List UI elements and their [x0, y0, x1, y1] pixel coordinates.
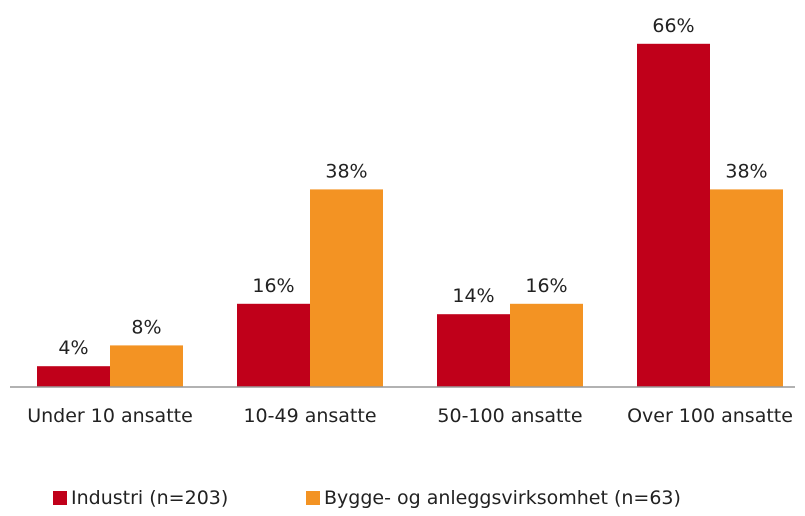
bar [110, 345, 183, 387]
legend-swatch [53, 491, 67, 505]
value-label: 14% [452, 285, 494, 307]
legend-swatch [306, 491, 320, 505]
x-tick-label: 50-100 ansatte [437, 405, 583, 427]
value-label: 66% [652, 15, 694, 37]
value-label: 16% [252, 275, 294, 297]
legend-item: Bygge- og anleggsvirksomhet (n=63) [306, 487, 681, 509]
bar [510, 303, 583, 387]
bar [437, 314, 510, 387]
x-tick-label: Over 100 ansatte [627, 405, 793, 427]
x-tick-label: Under 10 ansatte [27, 405, 193, 427]
value-label: 4% [58, 337, 88, 359]
value-label: 8% [131, 316, 161, 338]
bar [37, 366, 110, 387]
x-tick-label: 10-49 ansatte [243, 405, 377, 427]
bar [237, 303, 310, 387]
bar [310, 189, 383, 387]
bar [710, 189, 783, 387]
value-label: 16% [525, 275, 567, 297]
bar [637, 43, 710, 388]
legend-label: Industri (n=203) [71, 487, 229, 509]
value-label: 38% [725, 160, 767, 182]
legend-label: Bygge- og anleggsvirksomhet (n=63) [324, 487, 681, 509]
value-label: 38% [325, 160, 367, 182]
legend-item: Industri (n=203) [53, 487, 228, 509]
